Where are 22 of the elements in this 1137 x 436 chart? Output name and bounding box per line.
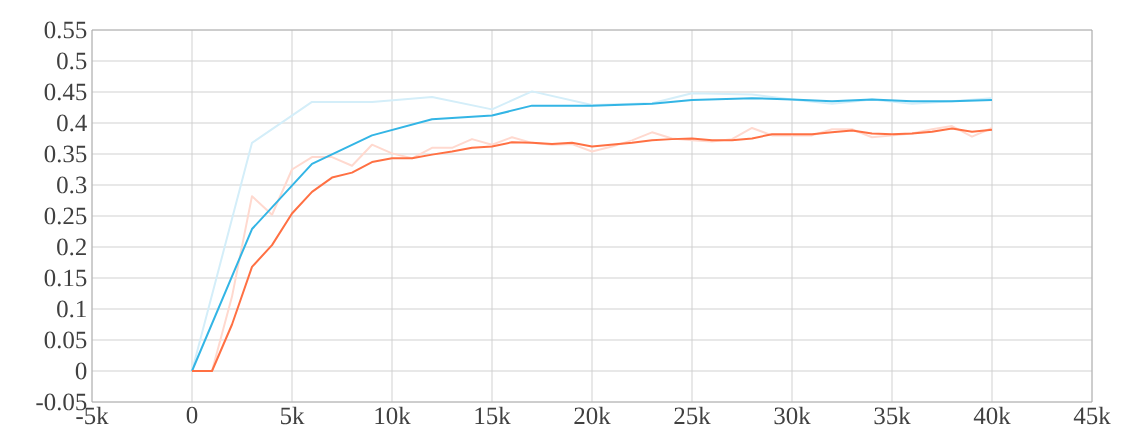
y-tick-label: 0.2 bbox=[57, 238, 86, 256]
x-tick-label: 40k bbox=[973, 406, 1011, 425]
y-tick-label: 0.5 bbox=[57, 52, 87, 70]
x-tick-label: 30k bbox=[774, 406, 811, 425]
y-tick-label: 0.25 bbox=[44, 207, 87, 225]
y-tick-label: 0 bbox=[75, 362, 87, 380]
y-tick-label: 0.35 bbox=[44, 145, 87, 163]
x-tick-label: 45k bbox=[1073, 406, 1111, 425]
x-tick-label: 20k bbox=[574, 406, 611, 425]
y-tick-label: 0.4 bbox=[57, 114, 87, 132]
x-tick-label: 15k bbox=[475, 406, 511, 425]
x-tick-label: 35k bbox=[874, 406, 911, 425]
y-tick-label: 0.1 bbox=[57, 300, 86, 318]
y-tick-label: 0.3 bbox=[57, 176, 87, 194]
y-tick-label: 0.45 bbox=[44, 83, 87, 101]
x-tick-label: 10k bbox=[375, 406, 411, 425]
x-tick-label: 25k bbox=[674, 406, 711, 425]
y-tick-label: 0.55 bbox=[44, 21, 87, 39]
y-tick-label: 0.15 bbox=[44, 269, 87, 287]
x-tick-label: 0 bbox=[186, 406, 198, 424]
y-tick-label: 0.05 bbox=[44, 331, 87, 349]
x-tick-label: 5k bbox=[280, 406, 305, 425]
